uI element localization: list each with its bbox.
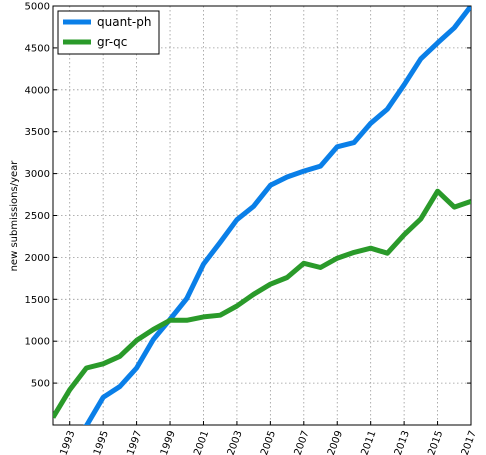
x-tick-label: 2011 xyxy=(359,429,378,455)
x-tick-label: 1997 xyxy=(125,429,144,455)
y-tick-label: 2000 xyxy=(25,253,50,264)
x-tick-label: 2007 xyxy=(293,429,312,455)
legend-label-quant-ph: quant-ph xyxy=(97,15,151,29)
x-tick-label: 1995 xyxy=(92,429,111,455)
legend: quant-ph gr-qc xyxy=(57,10,160,55)
y-tick-label: 500 xyxy=(31,379,50,390)
y-tick-label: 2500 xyxy=(25,211,50,222)
x-tick-label: 2009 xyxy=(326,429,345,455)
y-tick-label: 1500 xyxy=(25,295,50,306)
grid-lines xyxy=(53,5,472,425)
x-tick-label: 2015 xyxy=(426,429,445,455)
x-tick-label: 2005 xyxy=(259,429,278,455)
x-tick-label: 2017 xyxy=(460,429,479,455)
x-tick-label: 2003 xyxy=(226,429,245,455)
y-tick-label: 4500 xyxy=(25,43,50,54)
series-line-quant-ph xyxy=(83,6,471,425)
y-tick-label: 3500 xyxy=(25,127,50,138)
y-tick-label: 3000 xyxy=(25,169,50,180)
x-tick-label: 1999 xyxy=(159,429,178,455)
y-axis-label: new submissions/year xyxy=(9,160,20,272)
x-tick-label: 2001 xyxy=(192,429,211,455)
x-tick-label: 1993 xyxy=(58,429,77,455)
y-tick-label: 5000 xyxy=(25,2,50,13)
series-line-gr-qc xyxy=(53,188,471,419)
y-tick-label: 4000 xyxy=(25,85,50,96)
legend-label-gr-qc: gr-qc xyxy=(97,35,127,49)
x-tick-label: 2013 xyxy=(393,429,412,455)
series-layer xyxy=(53,6,471,425)
y-tick-label: 1000 xyxy=(25,337,50,348)
legend-box xyxy=(57,10,160,55)
